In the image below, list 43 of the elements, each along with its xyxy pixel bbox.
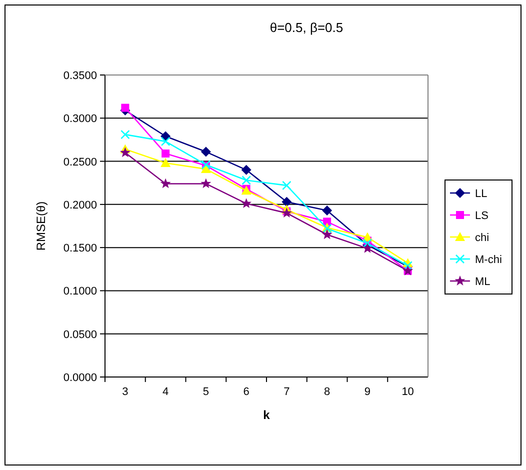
- point: [282, 196, 292, 207]
- y-tick-label: 0.0000: [63, 372, 97, 384]
- legend-label: chi: [475, 232, 490, 244]
- x-tick-label: 8: [324, 386, 330, 398]
- x-tick-label: 5: [202, 386, 209, 398]
- point: [241, 198, 252, 208]
- y-tick-label: 0.2000: [63, 199, 97, 212]
- x-tick-label: 9: [364, 386, 370, 398]
- point: [200, 146, 211, 157]
- y-tick-label: 0.3000: [63, 113, 97, 126]
- point: [160, 136, 170, 146]
- legend-label: M-chi: [475, 254, 502, 266]
- x-tick-label: 3: [122, 386, 128, 398]
- y-axis-title: RMSE(θ): [34, 201, 48, 251]
- point: [281, 208, 292, 218]
- point: [322, 229, 332, 240]
- point: [160, 158, 171, 168]
- x-tick-label: 10: [402, 386, 414, 398]
- point: [200, 178, 212, 188]
- point: [200, 164, 211, 174]
- point: [162, 150, 170, 158]
- point: [121, 104, 130, 112]
- legend-label: LS: [475, 210, 488, 222]
- point: [160, 178, 171, 188]
- y-tick-label: 0.3500: [63, 70, 97, 82]
- legend-label: ML: [475, 276, 490, 288]
- x-tick-label: 7: [284, 386, 290, 398]
- point: [282, 180, 292, 190]
- legend-label: LL: [475, 188, 488, 200]
- point: [120, 130, 130, 140]
- y-tick-label: 0.2500: [63, 156, 97, 168]
- point: [120, 147, 130, 158]
- x-tick-label: 6: [243, 386, 250, 398]
- chart-title: θ=0.5, β=0.5: [270, 20, 344, 35]
- y-tick-label: 0.1500: [63, 242, 97, 255]
- point: [362, 242, 373, 253]
- point: [322, 205, 332, 216]
- point: [242, 176, 251, 185]
- x-axis-title: k: [263, 408, 270, 422]
- y-tick-label: 0.1000: [63, 286, 97, 298]
- x-tick-label: 4: [162, 386, 169, 398]
- point: [241, 164, 252, 175]
- y-tick-label: 0.0500: [63, 328, 97, 341]
